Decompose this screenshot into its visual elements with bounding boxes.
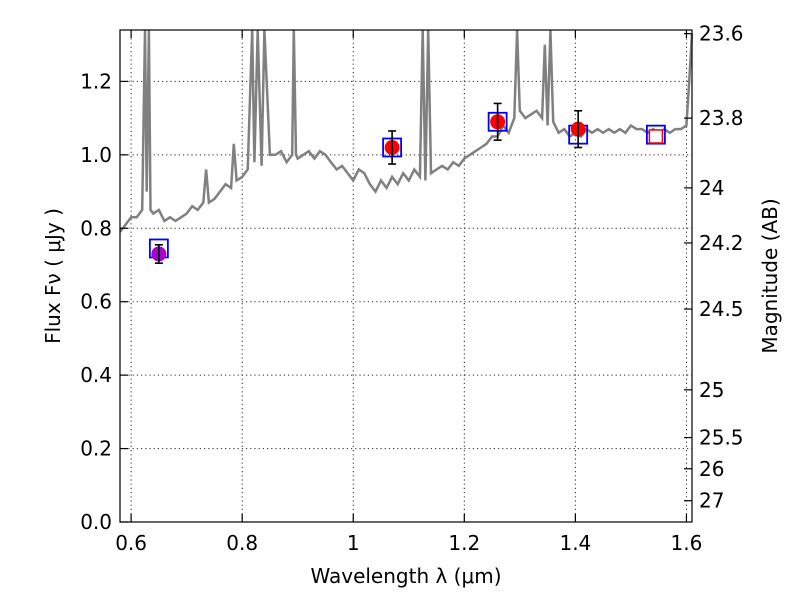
right-tick-label: 23.6	[699, 22, 744, 46]
model-spectrum-line	[119, 29, 694, 233]
right-tick-label: 24.2	[699, 231, 744, 255]
x-tick-label: 1	[347, 531, 360, 555]
grid-lines	[120, 30, 692, 523]
y-tick-label: 0.2	[80, 437, 112, 461]
x-tick-label: 1.2	[448, 531, 480, 555]
right-axis-ticks: 23.6 23.8 24 24.2 24.5 25 25.5 26 27	[684, 22, 744, 513]
right-tick-label: 23.8	[699, 106, 744, 130]
x-tick-label: 1.4	[559, 531, 591, 555]
right-tick-label: 27	[699, 489, 724, 513]
y-tick-label: 0.4	[80, 363, 112, 387]
y-tick-label: 1.2	[80, 69, 112, 93]
model-spectrum	[119, 29, 694, 233]
right-tick-label: 24	[699, 176, 724, 200]
right-tick-label: 25.5	[699, 426, 744, 450]
open-box-marker	[648, 129, 664, 144]
right-tick-label: 24.5	[699, 297, 744, 321]
y-axis-ticks: 0.0 0.2 0.4 0.6 0.8 1.0 1.2	[80, 69, 128, 534]
right-tick-label: 26	[699, 457, 724, 481]
y-tick-label: 1.0	[80, 143, 112, 167]
y-tick-label: 0.0	[80, 510, 112, 534]
y-axis-label: Flux Fν ( μJy )	[41, 208, 65, 344]
right-tick-label: 25	[699, 378, 724, 402]
photometry-points	[148, 102, 666, 264]
x-tick-label: 0.8	[226, 531, 258, 555]
right-axis-label: Magnitude (AB)	[758, 198, 782, 353]
x-tick-label: 0.6	[115, 531, 147, 555]
y-tick-label: 0.8	[80, 216, 112, 240]
y-tick-label: 0.6	[80, 290, 112, 314]
x-axis-label: Wavelength λ (μm)	[310, 564, 501, 588]
x-axis-ticks: 0.6 0.8 1 1.2 1.4 1.6	[115, 30, 702, 555]
plot-frame	[119, 29, 693, 523]
x-tick-label: 1.6	[671, 531, 703, 555]
